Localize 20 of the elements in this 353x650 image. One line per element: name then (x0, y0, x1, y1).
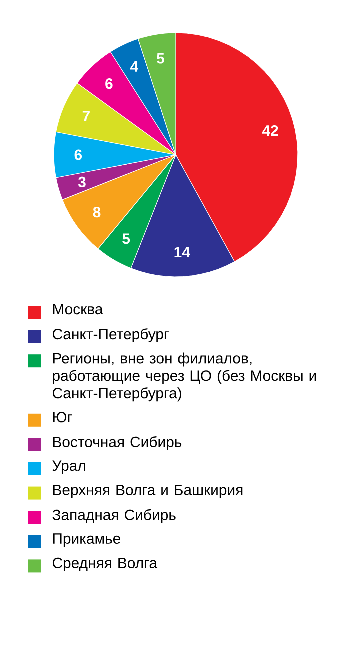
data-label: 42 (262, 126, 278, 136)
legend-label: Восточная Сибирь (53, 436, 182, 450)
data-label: 7 (82, 111, 90, 122)
legend-label: Урал (52, 460, 86, 474)
data-label: 3 (78, 176, 86, 188)
data-label: 6 (106, 78, 113, 90)
data-label: 6 (74, 150, 82, 160)
data-label: 14 (174, 247, 190, 258)
data-label: 8 (93, 207, 101, 218)
data-label: 5 (122, 234, 130, 244)
legend-label: Верхняя Волга и Башкирия (53, 485, 243, 498)
legend-label: Регионы, вне зон филиалов, работающие через ЦО (без Москвы и Санкт-Петербурга) (52, 352, 316, 402)
legend-label: Западная Сибирь (52, 509, 176, 524)
data-label: 4 (130, 62, 139, 72)
data-label: 5 (157, 53, 164, 64)
legend-label: Москва (53, 304, 104, 315)
legend-label: Санкт-Петербург (52, 328, 169, 343)
legend-label: Прикамье (53, 534, 120, 547)
legend-label: Юг (53, 412, 72, 423)
legend-label: Средняя Волга (52, 558, 158, 572)
